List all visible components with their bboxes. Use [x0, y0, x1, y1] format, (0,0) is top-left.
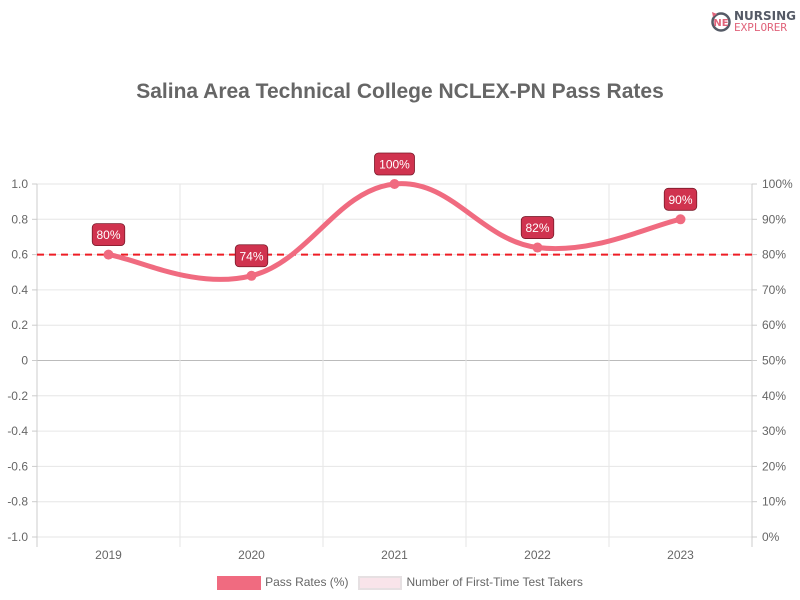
- right-tick-label: 90%: [762, 212, 786, 226]
- right-tick-label: 70%: [762, 283, 786, 297]
- x-tick-label: 2022: [524, 548, 551, 562]
- left-tick-label: -0.8: [7, 495, 28, 509]
- legend-item-pass-rates[interactable]: Pass Rates (%): [217, 575, 348, 590]
- legend-swatch: [358, 575, 403, 590]
- logo-icon: NE: [711, 12, 731, 32]
- logo-text-explorer: EXPLORER: [734, 21, 787, 34]
- data-point: [246, 270, 257, 281]
- data-point: [675, 214, 686, 225]
- data-label-box: [663, 187, 698, 211]
- data-point: [532, 242, 543, 253]
- left-tick-label: 1.0: [11, 177, 28, 191]
- legend-label: Number of First-Time Test Takers: [406, 575, 583, 589]
- right-tick-label: 20%: [762, 459, 786, 473]
- data-label-box: [520, 216, 555, 239]
- left-tick-label: -0.4: [7, 424, 28, 438]
- left-tick-label: -0.6: [7, 459, 28, 473]
- right-tick-label: 60%: [762, 318, 786, 332]
- data-label-box: [91, 223, 126, 247]
- left-tick-label: -0.2: [7, 389, 28, 403]
- right-tick-label: 0%: [762, 530, 780, 544]
- x-tick-label: 2023: [667, 548, 694, 562]
- chart-title: Salina Area Technical College NCLEX-PN P…: [136, 80, 664, 103]
- data-label: 80%: [96, 228, 120, 242]
- svg-text:NE: NE: [713, 18, 728, 29]
- right-tick-label: 30%: [762, 424, 786, 438]
- right-tick-label: 50%: [762, 354, 786, 368]
- data-point: [103, 249, 114, 260]
- left-tick-label: 0: [21, 354, 28, 368]
- data-label: 90%: [668, 193, 692, 207]
- left-tick-label: -1.0: [7, 530, 28, 544]
- legend-swatch: [217, 575, 262, 590]
- data-label-box: [234, 244, 269, 268]
- right-tick-label: 80%: [762, 248, 786, 262]
- pass-rate-line: [106, 181, 683, 282]
- data-point: [389, 179, 400, 189]
- right-tick-label: 40%: [762, 389, 786, 403]
- logo-text-nursing: NURSING: [734, 9, 797, 23]
- left-tick-label: 0.4: [11, 283, 28, 297]
- data-label: 82%: [525, 221, 549, 235]
- legend-label: Pass Rates (%): [265, 575, 349, 589]
- legend: Pass Rates (%) Number of First-Time Test…: [0, 575, 800, 590]
- legend-item-test-takers[interactable]: Number of First-Time Test Takers: [358, 575, 583, 590]
- data-label-box: [374, 152, 415, 176]
- right-tick-label: 100%: [762, 177, 793, 191]
- left-tick-label: 0.6: [11, 248, 28, 262]
- left-tick-label: 0.2: [11, 318, 28, 332]
- nursing-explorer-logo: NE NURSING EXPLORER: [710, 9, 796, 35]
- right-tick-label: 10%: [762, 495, 786, 509]
- left-tick-label: 0.8: [11, 212, 28, 226]
- data-label: 100%: [379, 158, 410, 172]
- x-tick-label: 2020: [238, 548, 265, 562]
- x-tick-label: 2021: [381, 548, 408, 562]
- x-tick-label: 2019: [95, 548, 122, 562]
- data-label: 74%: [239, 249, 263, 263]
